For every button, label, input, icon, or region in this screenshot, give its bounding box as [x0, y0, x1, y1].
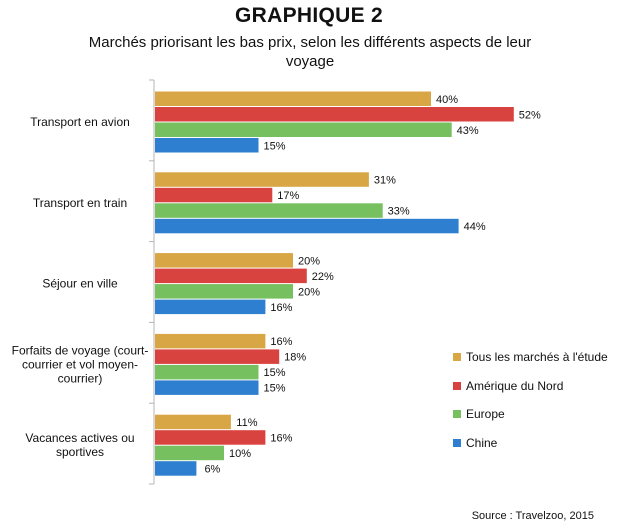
- data-label: 11%: [236, 417, 257, 429]
- bar: [155, 461, 197, 476]
- bar: [155, 91, 431, 106]
- legend-item-0: Tous les marchés à l'étude: [453, 343, 608, 372]
- bar: [155, 349, 280, 364]
- chart-subtitle: Marchés priorisant les bas prix, selon l…: [88, 34, 532, 70]
- category-label: Transport en avion: [30, 115, 130, 129]
- bar: [155, 187, 273, 203]
- bar: [155, 122, 452, 137]
- data-label: 16%: [270, 336, 292, 348]
- bar: [155, 414, 231, 430]
- data-label: 17%: [277, 190, 299, 202]
- bar: [155, 284, 293, 299]
- category-label: sportives: [56, 445, 104, 459]
- category-label: Vacances actives ou: [25, 431, 134, 445]
- bar: [155, 430, 266, 445]
- legend-item-1: Amérique du Nord: [453, 372, 608, 401]
- legend-label-2: Europe: [466, 407, 505, 422]
- legend-label-3: Chine: [466, 435, 498, 450]
- data-label: 15%: [263, 383, 285, 395]
- bar: [155, 107, 514, 122]
- category-label: courrier et vol moyen-: [22, 357, 138, 371]
- legend-swatch-2: [453, 410, 461, 419]
- legend: Tous les marchés à l'étude Amérique du N…: [453, 343, 608, 457]
- bar: [155, 333, 266, 349]
- data-label: 16%: [270, 432, 292, 444]
- data-label: 43%: [457, 125, 479, 137]
- data-label: 20%: [298, 286, 320, 298]
- data-label: 18%: [284, 352, 306, 364]
- legend-swatch-1: [453, 381, 461, 390]
- data-label: 15%: [263, 367, 285, 379]
- data-label: 33%: [388, 206, 410, 218]
- data-label: 31%: [374, 175, 396, 187]
- legend-item-2: Europe: [453, 400, 608, 429]
- bar: [155, 253, 293, 268]
- data-label: 6%: [204, 463, 220, 475]
- data-label: 15%: [263, 140, 285, 152]
- data-label: 52%: [519, 109, 541, 121]
- bar: [155, 203, 383, 218]
- legend-item-3: Chine: [453, 429, 608, 458]
- data-label: 22%: [312, 271, 334, 283]
- data-label: 10%: [229, 448, 251, 460]
- bar: [155, 364, 259, 380]
- bar: [155, 172, 369, 187]
- bar: [155, 218, 459, 234]
- legend-label-0: Tous les marchés à l'étude: [466, 350, 608, 365]
- bar: [155, 138, 259, 153]
- bar: [155, 268, 307, 284]
- legend-label-1: Amérique du Nord: [466, 378, 564, 393]
- category-label: Forfaits de voyage (court-: [12, 343, 149, 357]
- legend-swatch-3: [453, 438, 461, 447]
- chart-title: GRAPHIQUE 2: [235, 4, 383, 27]
- category-label: courrier): [58, 371, 103, 385]
- category-label: Transport en train: [33, 196, 127, 210]
- bar: [155, 299, 266, 315]
- bar: [155, 380, 259, 395]
- data-label: 16%: [270, 302, 292, 314]
- data-label: 44%: [464, 221, 486, 233]
- data-label: 20%: [298, 255, 320, 267]
- bar: [155, 445, 224, 461]
- data-label: 40%: [436, 94, 458, 106]
- source-note: Source : Travelzoo, 2015: [471, 510, 594, 522]
- category-label: Séjour en ville: [42, 277, 118, 291]
- legend-swatch-0: [453, 353, 461, 362]
